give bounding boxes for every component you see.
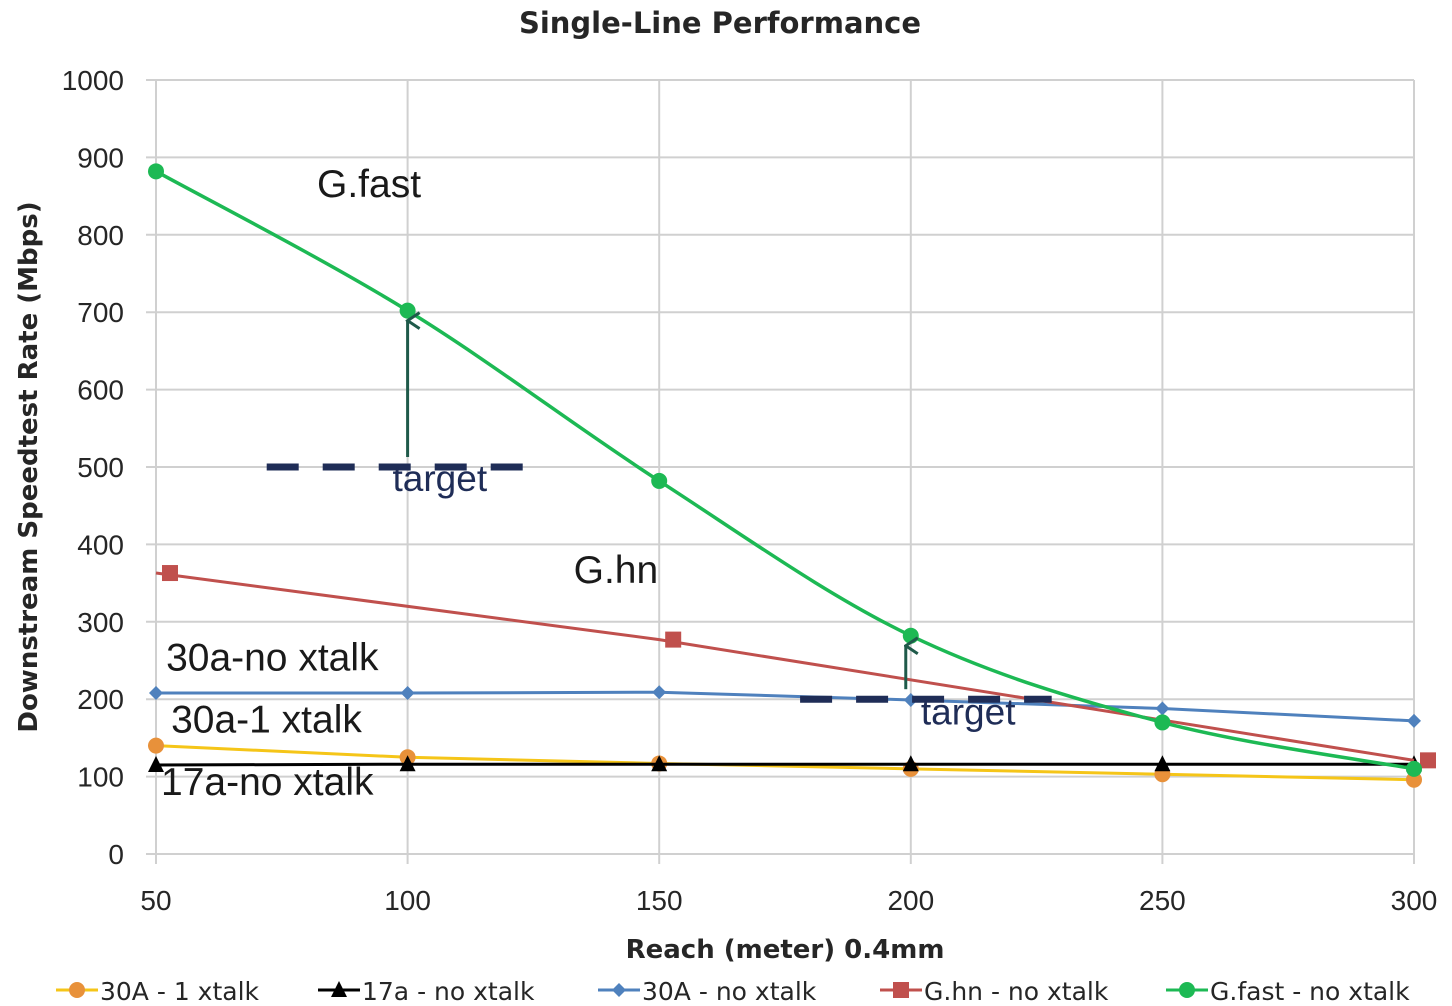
legend-item: 30A - 1 xtalk — [56, 977, 260, 1006]
x-axis-ticks: 50 100 150 200 250 300 — [140, 885, 1437, 916]
y-axis-ticks: 0 100 200 300 400 500 600 700 800 900 1000 — [62, 65, 124, 870]
legend-label: 17a - no xtalk — [362, 977, 535, 1006]
data-point — [902, 627, 919, 644]
legend-swatch-marker — [893, 982, 909, 998]
data-point — [651, 755, 668, 772]
data-point — [399, 302, 416, 319]
data-point — [1420, 752, 1436, 769]
target-lines — [266, 321, 1052, 703]
data-point — [1154, 755, 1171, 772]
legend-label: G.hn - no xtalk — [924, 977, 1109, 1006]
y-tick-label: 600 — [77, 375, 124, 406]
x-tick-label: 150 — [636, 885, 683, 916]
data-point — [148, 755, 164, 772]
series-lines — [148, 163, 1436, 788]
series-annotation: G.fast — [317, 163, 421, 206]
series-line — [155, 169, 1415, 771]
data-point — [652, 685, 667, 700]
series-line — [155, 762, 1414, 767]
legend-item: 17a - no xtalk — [318, 977, 535, 1006]
data-point — [1406, 760, 1422, 777]
y-tick-label: 500 — [77, 452, 124, 483]
series-2 — [149, 685, 1421, 728]
series-1 — [148, 755, 1422, 772]
data-point — [1407, 713, 1421, 728]
data-point — [148, 737, 164, 754]
data-point — [400, 686, 415, 701]
series-annotation: 30a-no xtalk — [166, 637, 379, 680]
legend-label: G.fast - no xtalk — [1210, 977, 1410, 1006]
legend-item: G.hn - no xtalk — [880, 977, 1109, 1006]
data-point — [1155, 701, 1170, 716]
legend-item: G.fast - no xtalk — [1166, 977, 1410, 1006]
target-label: target — [921, 692, 1016, 733]
y-tick-label: 200 — [77, 684, 124, 715]
y-tick-label: 900 — [77, 142, 124, 173]
chart-title: Single-Line Performance — [519, 6, 921, 40]
data-point — [149, 686, 163, 701]
series-line — [156, 690, 1415, 723]
data-point — [399, 755, 416, 772]
x-tick-label: 300 — [1391, 885, 1438, 916]
y-tick-label: 0 — [108, 839, 124, 870]
legend-swatch-marker — [1179, 982, 1195, 998]
y-tick-label: 100 — [77, 762, 124, 793]
legend-item: 30A - no xtalk — [598, 977, 817, 1006]
legend: 30A - 1 xtalk 17a - no xtalk 30A - no xtal… — [56, 977, 1410, 1006]
y-tick-label: 300 — [77, 607, 124, 638]
x-axis-label: Reach (meter) 0.4mm — [626, 935, 945, 965]
legend-label: 30A - 1 xtalk — [100, 977, 260, 1006]
legend-swatch-marker — [612, 983, 626, 997]
y-tick-label: 800 — [77, 220, 124, 251]
target-label: target — [393, 458, 488, 499]
x-tick-label: 50 — [140, 885, 171, 916]
y-axis-label: Downstream Speedtest Rate (Mbps) — [14, 201, 44, 732]
data-point — [665, 631, 682, 648]
y-tick-label: 1000 — [62, 65, 124, 96]
data-point — [162, 565, 178, 582]
x-tick-label: 200 — [887, 885, 934, 916]
x-tick-label: 250 — [1139, 885, 1186, 916]
y-tick-label: 700 — [77, 297, 124, 328]
legend-label: 30A - no xtalk — [642, 977, 817, 1006]
series-annotation: 17a-no xtalk — [161, 761, 374, 804]
data-point — [1154, 714, 1171, 731]
gridlines — [146, 79, 1415, 864]
legend-swatch-marker — [331, 981, 347, 997]
annotations: G.fast G.hn 30a-no xtalk 30a-1 xtalk 17a-no … — [161, 163, 1016, 804]
series-line — [155, 744, 1415, 782]
legend-swatch-marker — [69, 982, 85, 998]
data-point — [902, 755, 919, 772]
y-tick-label: 400 — [77, 529, 124, 560]
data-point — [651, 472, 668, 489]
series-annotation: G.hn — [574, 549, 659, 592]
x-tick-label: 100 — [384, 885, 431, 916]
series-annotation: 30a-1 xtalk — [171, 698, 362, 741]
data-point — [148, 163, 164, 180]
